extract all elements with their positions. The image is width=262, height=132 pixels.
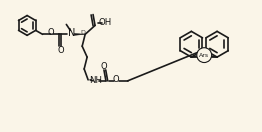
Polygon shape xyxy=(74,33,85,35)
Text: O: O xyxy=(101,62,107,70)
Text: OH: OH xyxy=(98,18,112,27)
Text: O: O xyxy=(57,46,64,55)
Text: O: O xyxy=(112,75,119,84)
Text: NH: NH xyxy=(90,76,102,85)
Text: O: O xyxy=(47,28,54,37)
Text: Ars: Ars xyxy=(199,53,209,58)
Text: D: D xyxy=(81,30,86,35)
Text: N: N xyxy=(68,28,75,38)
Circle shape xyxy=(197,48,212,63)
